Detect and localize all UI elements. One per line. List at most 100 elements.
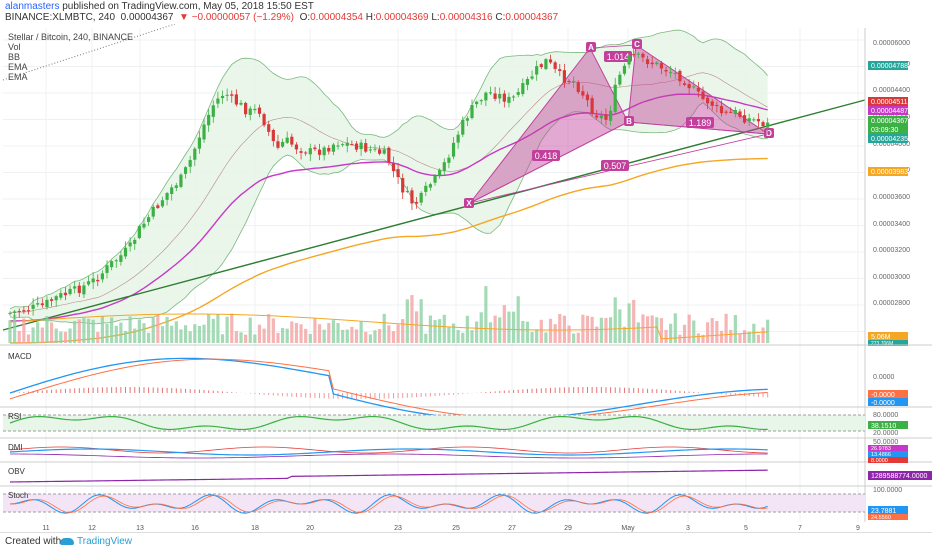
volume-bar	[262, 328, 266, 343]
candle-body	[40, 303, 44, 306]
pattern-point-x-label: X	[466, 199, 472, 208]
volume-bar	[419, 299, 423, 343]
candle-body	[414, 202, 419, 204]
candle-body	[271, 129, 275, 142]
candle-body	[641, 53, 645, 58]
candle-body	[715, 105, 719, 107]
candle-body	[692, 86, 696, 88]
volume-bar	[687, 314, 691, 343]
volume-bar	[86, 318, 91, 343]
candle-body	[170, 187, 174, 194]
volume-ma-line	[9, 313, 768, 340]
volume-bar	[391, 331, 396, 343]
candle-body	[604, 114, 608, 120]
volume-bar	[123, 330, 128, 343]
dmi-label: 26.9783	[871, 446, 891, 452]
candle-body	[193, 148, 197, 160]
ratio-label-bg	[532, 150, 560, 161]
candle-body	[410, 190, 414, 204]
chart-canvas[interactable]: X A B C D 0.418 1.014 0.507 1.189 Stellar / Bitco…	[0, 24, 932, 532]
pattern-xb-line	[469, 121, 629, 204]
volume-bar	[525, 321, 530, 343]
author-link[interactable]: alanmasters	[5, 1, 60, 12]
volume-bar	[622, 326, 627, 343]
volume-bar	[738, 333, 742, 343]
candle-body	[627, 55, 631, 65]
volume-bar	[502, 305, 506, 343]
macd-label-bg	[868, 398, 908, 406]
candle-body	[123, 247, 128, 257]
candle-body	[387, 147, 391, 163]
volume-bar	[530, 331, 534, 343]
volume-bar	[387, 325, 391, 343]
volume-label-bg	[868, 340, 908, 346]
volume-bar	[747, 331, 751, 343]
ratio-label: 1.014	[607, 52, 630, 62]
candle-body	[207, 114, 211, 126]
candle-body	[659, 63, 664, 69]
volume-bar	[766, 319, 770, 343]
volume-bar	[618, 309, 622, 343]
tradingview-brand[interactable]: TradingView	[56, 533, 132, 551]
candle-body	[682, 83, 687, 85]
volume-bar	[179, 329, 183, 343]
candle-body	[368, 149, 372, 151]
candle-body	[54, 296, 58, 301]
volume-bar	[475, 321, 479, 343]
pane-title-rsi: RSI	[8, 412, 21, 421]
dmi-adx-line	[9, 453, 768, 459]
macd-axis-tick: 0.0000	[873, 374, 895, 381]
candle-body	[719, 106, 724, 114]
high-value: 0.00004369	[375, 12, 429, 23]
volume-bar	[382, 313, 386, 343]
candle-body	[294, 144, 299, 150]
volume-bar	[627, 303, 631, 343]
candle-body	[438, 169, 442, 176]
candle-body	[530, 76, 534, 79]
candle-body	[428, 184, 433, 188]
volume-bar	[428, 315, 433, 343]
volume-bar	[253, 334, 257, 343]
volume-bar	[682, 324, 687, 343]
volume-bar	[96, 332, 100, 343]
price-axis-tick: 0.00004400	[873, 87, 910, 94]
dmi-label: 8.0000	[871, 458, 888, 464]
pattern-point-x-bg	[464, 198, 474, 208]
price-label: 0.00004235	[871, 136, 908, 143]
volume-bar	[678, 334, 682, 343]
candle-body	[105, 265, 109, 273]
price-label: 0.00004788	[871, 63, 908, 70]
candle-body	[567, 80, 571, 82]
candle-body	[91, 278, 95, 283]
volume-bar	[225, 316, 229, 343]
volume-bar	[405, 299, 409, 343]
volume-bar	[276, 332, 280, 343]
volume-bar	[239, 332, 243, 343]
pane-title-stoch: Stoch	[8, 491, 28, 500]
pattern-point-b-label: B	[626, 117, 632, 126]
macd-label: -0.0000	[871, 392, 895, 399]
candle-body	[22, 310, 26, 312]
legend-item: EMA	[8, 62, 28, 72]
volume-bar	[359, 321, 363, 343]
volume-bar	[636, 322, 640, 343]
volume-bar	[609, 317, 613, 343]
volume-bar	[447, 327, 451, 343]
candle-body	[632, 54, 636, 56]
price-axis-tick: 0.00003000	[873, 274, 910, 281]
candle-body	[96, 279, 100, 282]
price-axis-tick: 0.00006000	[873, 40, 910, 47]
candle-body	[539, 64, 543, 68]
volume-bar	[336, 323, 340, 343]
bollinger-upper-line	[9, 29, 768, 310]
candle-body	[585, 94, 590, 101]
volume-bar	[438, 319, 442, 343]
volume-bar	[31, 327, 35, 343]
volume-bar	[604, 318, 608, 343]
candle-body	[701, 91, 705, 100]
low-value: 0.00004316	[439, 12, 493, 23]
candle-body	[548, 59, 553, 63]
volume-bar	[641, 314, 645, 343]
candle-body	[49, 299, 54, 301]
candle-body	[687, 84, 691, 89]
